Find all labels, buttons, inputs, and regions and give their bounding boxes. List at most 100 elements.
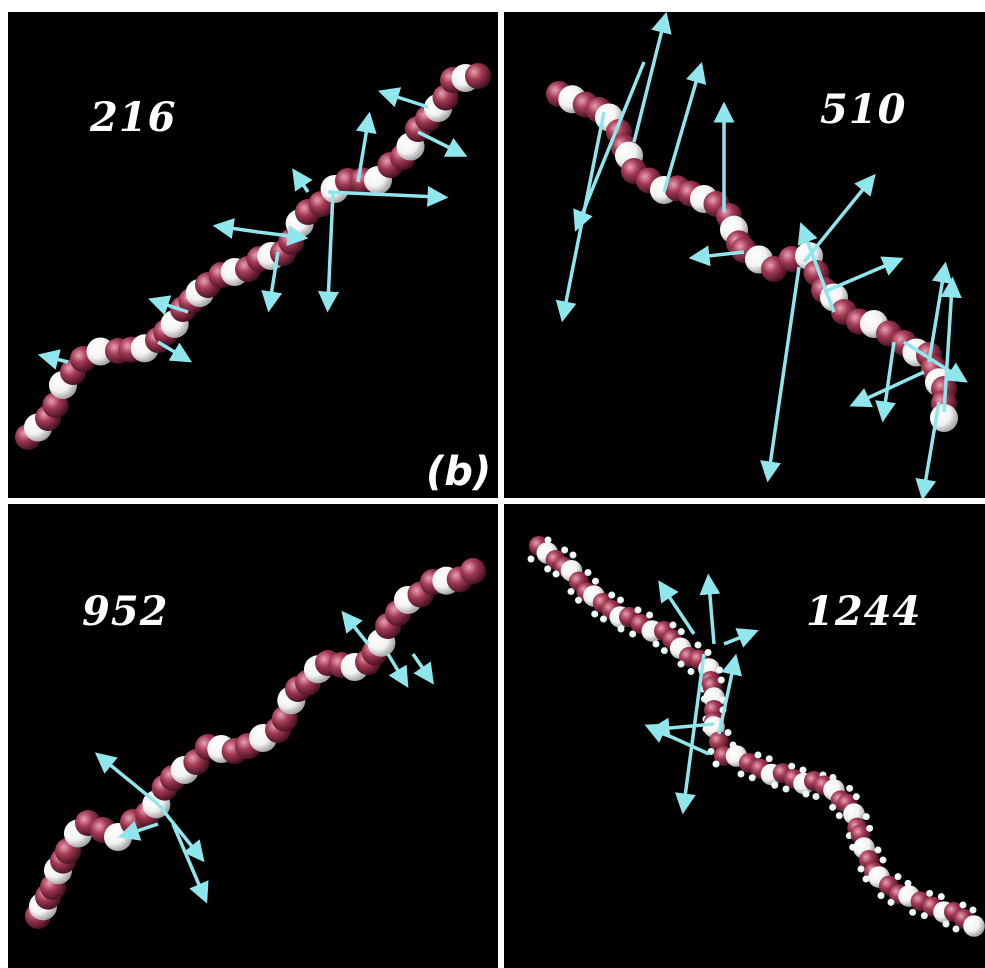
displacement-arrow [723,628,759,648]
hydrogen-atom [748,774,756,782]
hydrogen-atom [724,729,732,736]
hydrogen-atom [887,898,895,906]
displacement-arrow [148,295,189,316]
hydrogen-atom [592,577,599,585]
displacement-arrow [644,723,710,756]
displacement-arrow [94,752,160,806]
displacement-arrow [802,173,876,264]
displacement-arrow [940,276,962,413]
displacement-arrow [257,225,309,247]
hydrogen-atom [584,569,592,576]
displacement-arrow [292,168,313,193]
hydrogen-atom [852,793,860,801]
displacement-arrow [658,580,696,635]
displacement-arrow [760,266,801,483]
hydrogen-atom [952,925,960,933]
displacement-arrow [341,610,370,646]
hydrogen-atom [782,785,790,793]
displacement-arrow [648,717,715,739]
hydrogen-atom [904,879,912,887]
displacement-arrow [699,573,721,645]
displacement-arrow [632,12,672,143]
hydrogen-atom [634,606,642,614]
light-atom [963,915,985,937]
hydrogen-atom [716,666,724,674]
displacement-arrow [823,256,904,294]
displacement-arrow [717,653,743,735]
hydrogen-atom [846,784,854,792]
displacement-arrow [378,87,429,109]
displacement-arrow [688,245,745,267]
hydrogen-atom [617,625,625,633]
hydrogen-atom [894,873,902,881]
hydrogen-atom [862,813,870,821]
hydrogen-atom [969,906,977,914]
frame-label-1244: 1244 [806,588,922,635]
displacement-arrow [171,823,209,904]
hydrogen-atom [591,610,599,618]
hydrogen-atom [712,760,720,768]
hydrogen-atom [552,570,560,578]
hydrogen-atom [660,647,668,655]
hydrogen-atom [527,555,535,563]
hydrogen-atom [877,892,885,900]
displacement-arrow [903,340,968,383]
displacement-arrow [411,653,434,685]
hydrogen-atom [959,901,967,909]
hydrogen-atom [629,630,637,638]
displacement-arrow [797,222,836,313]
hydrogen-atom [879,856,887,864]
hydrogen-atom [677,628,685,636]
frame-label-216: 216 [90,94,177,141]
displacement-arrow [156,802,205,863]
displacement-arrow [915,401,941,498]
hydrogen-atom [677,660,685,668]
displacement-arrow [212,218,259,239]
hydrogen-atom [862,875,870,883]
hydrogen-atom [694,641,702,649]
hydrogen-atom [802,790,810,798]
hydrogen-atom [567,588,575,595]
displacement-arrow [386,653,409,689]
molecule-chain-510 [546,12,968,498]
displacement-arrow [555,111,606,323]
dark-atom [460,558,486,584]
hydrogen-atom [937,893,945,901]
figure-part-label: (b) [426,449,492,495]
panel-1244: 1244 [504,504,985,968]
hydrogen-atom [909,908,917,916]
molecule-chain-216 [15,63,491,450]
hydrogen-atom [765,755,773,763]
displacement-arrow [261,251,283,313]
hydrogen-atom [920,912,928,920]
panel-216: 216 (b) [8,12,498,498]
dark-atom [465,63,491,89]
panel-510: 510 [504,12,985,498]
hydrogen-atom [829,803,837,811]
hydrogen-atom [569,551,577,559]
molecule-chain-1244 [527,536,985,937]
hydrogen-atom [812,793,820,800]
hydrogen-atom [561,546,569,554]
hydrogen-atom [717,676,725,684]
frame-label-952: 952 [82,588,169,635]
displacement-arrow [849,370,925,408]
hydrogen-atom [617,596,624,604]
displacement-arrow [662,61,707,193]
displacement-arrow [118,820,159,841]
displacement-arrow [317,191,339,313]
displacement-arrow [355,111,377,183]
hydrogen-atom [669,621,677,629]
displacement-arrow [875,341,896,423]
hydrogen-atom [799,766,807,774]
molecule-chain-952 [25,558,486,929]
displacement-arrow [674,653,706,815]
hydrogen-atom [600,615,607,623]
displacement-arrow [573,61,646,232]
panel-952: 952 [8,504,498,968]
frame-label-510: 510 [820,86,907,133]
hydrogen-atom [652,640,660,648]
displacement-arrow [157,340,193,363]
hydrogen-atom [771,781,779,789]
